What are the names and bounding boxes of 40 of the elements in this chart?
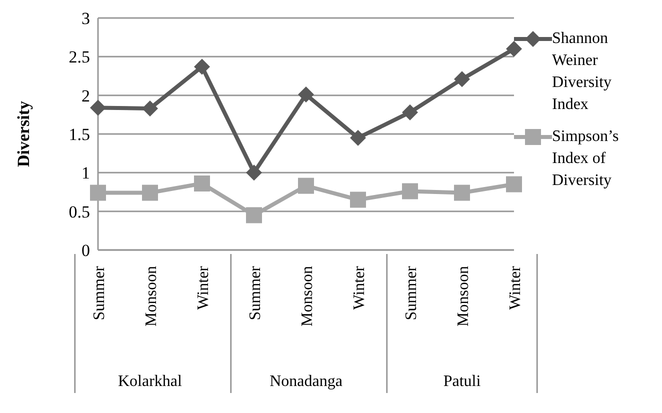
point — [454, 184, 470, 201]
y-axis-title: Diversity — [14, 100, 34, 168]
y-tick-label: 1 — [82, 164, 90, 183]
point — [298, 86, 314, 103]
legend-label: Simpson’s Index of Diversity — [552, 127, 620, 191]
point — [506, 176, 522, 192]
point — [194, 175, 210, 192]
y-tick-label: 2 — [82, 86, 90, 106]
point — [454, 71, 470, 88]
x-tick-label: Monsoon — [455, 266, 472, 326]
point — [298, 178, 314, 194]
x-tick-label: Winter — [351, 265, 368, 310]
x-tick-label: Monsoon — [299, 266, 316, 326]
point — [246, 164, 262, 181]
text: Kolarkhal — [118, 373, 183, 390]
point — [350, 130, 366, 146]
x-tick-label: Monsoon — [143, 266, 160, 326]
x-tick-label: Summer — [403, 265, 420, 320]
x-tick-label: Winter — [195, 265, 212, 310]
point — [402, 104, 418, 120]
point — [142, 184, 158, 201]
y-tick-label: 2.5 — [68, 48, 90, 67]
x-tick-label: Summer — [247, 265, 264, 320]
point — [90, 100, 106, 116]
legend-label: Shannon Weiner Diversity Index — [552, 29, 613, 115]
y-tick-label: 3 — [82, 9, 90, 28]
x-tick-label: Winter — [507, 265, 524, 310]
point — [246, 207, 262, 224]
y-tick-label: 0.5 — [68, 202, 90, 222]
text: Patuli — [443, 373, 482, 390]
point — [402, 183, 418, 200]
point — [90, 184, 106, 201]
point — [142, 100, 158, 116]
y-tick-label: 0 — [82, 241, 90, 260]
x-tick-label: Summer — [91, 265, 108, 320]
point — [194, 58, 210, 75]
point — [350, 192, 366, 208]
text: Nonadanga — [270, 373, 342, 390]
y-tick-label: 1.5 — [68, 125, 90, 144]
point — [506, 40, 522, 57]
